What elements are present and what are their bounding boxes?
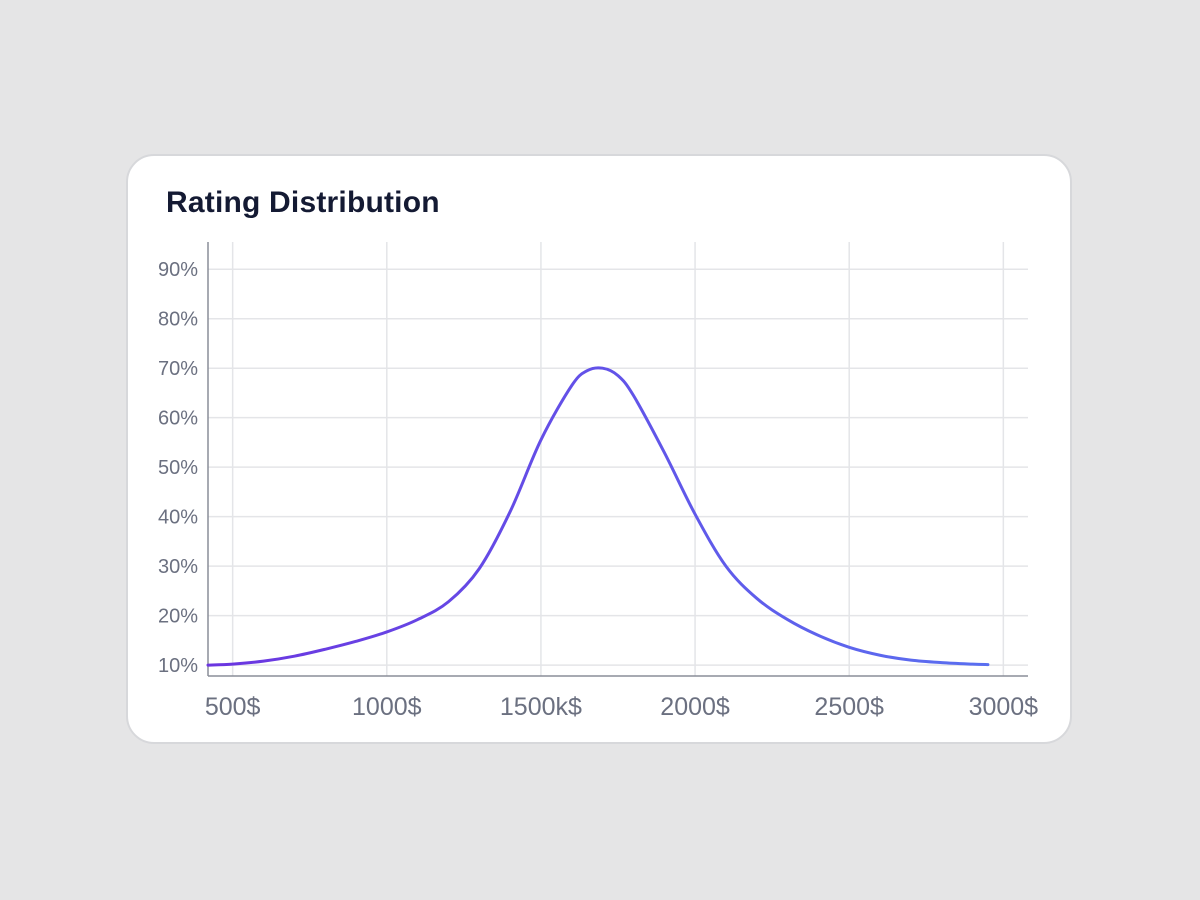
x-tick-label: 2000$ [660, 693, 730, 721]
x-tick-label: 3000$ [969, 693, 1039, 721]
y-tick-label: 30% [158, 556, 198, 578]
line-chart: 10% 20% 30% 40% 50% 60% 70% 80% 90% 500$ 1000$ 1500… [158, 242, 1038, 721]
y-tick-label: 80% [158, 309, 198, 331]
x-tick-label: 1000$ [352, 693, 422, 721]
x-tick-label: 500$ [205, 693, 261, 721]
y-tick-label: 40% [158, 507, 198, 529]
y-tick-label: 50% [158, 457, 198, 479]
tick-labels: 10% 20% 30% 40% 50% 60% 70% 80% 90% 500$ 1000$ 1500… [158, 259, 1038, 721]
y-tick-label: 20% [158, 606, 198, 628]
chart-card: Rating Distribution 10% 20% 30% 40% 50% 60% 70… [126, 154, 1072, 744]
x-tick-label: 2500$ [814, 693, 884, 721]
grid [208, 242, 1028, 676]
series [206, 366, 990, 667]
y-tick-label: 90% [158, 259, 198, 281]
series-line [206, 366, 990, 667]
y-tick-label: 70% [158, 358, 198, 380]
axes [207, 242, 1028, 677]
y-tick-label: 60% [158, 408, 198, 430]
y-tick-label: 10% [158, 655, 198, 677]
chart-title: Rating Distribution [166, 186, 440, 219]
x-tick-label: 1500k$ [500, 693, 582, 721]
